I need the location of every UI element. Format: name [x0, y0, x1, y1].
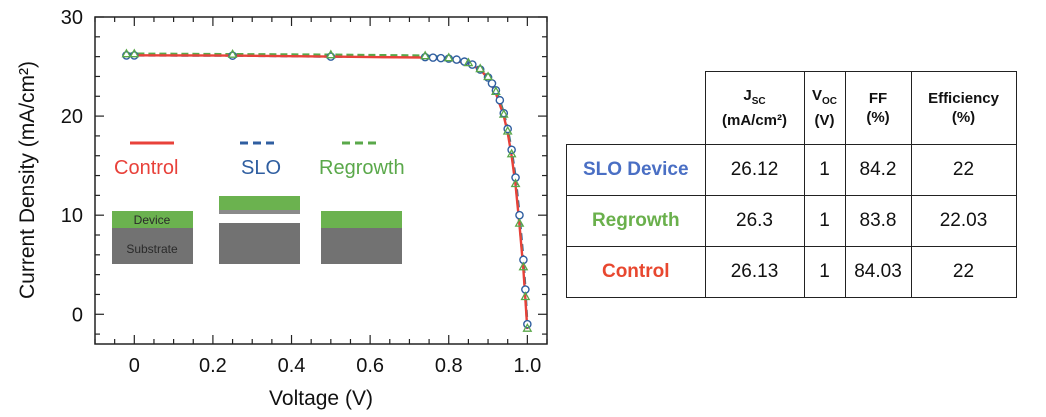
- x-axis-title: Voltage (V): [269, 387, 373, 410]
- x-tick-label: 0.6: [356, 355, 384, 377]
- table-row: Control 26.13 1 84.03 22: [566, 246, 1017, 298]
- data-point-regrowth: [520, 291, 531, 301]
- data-point-slo: [487, 79, 497, 88]
- data-point-regrowth: [502, 125, 513, 135]
- jv-chart: 0 0.2 0.4 0.6 0.8 1.0 0 10 20 30 Voltage (V) Curr…: [16, 7, 548, 410]
- cell-ff: 83.8: [844, 195, 912, 247]
- data-point-regrowth: [121, 48, 132, 58]
- series-layer: [121, 48, 533, 332]
- series-line-control: [134, 54, 529, 330]
- data-point-regrowth: [420, 50, 431, 60]
- cell-efficiency: 22: [910, 246, 1017, 298]
- regrowth-device-layer: [321, 211, 402, 228]
- series-line-regrowth: [126, 52, 529, 329]
- control-substrate-label: Substrate: [126, 242, 178, 256]
- header-jsc: JSC (mA/cm²): [704, 71, 805, 145]
- row-label-control: Control: [566, 246, 706, 298]
- data-point-regrowth: [510, 178, 521, 188]
- table-header-row: JSC (mA/cm²) VOC (V) FF (%) Efficiency (…: [566, 71, 1017, 145]
- axis-ticks: 0 0.2 0.4 0.6 0.8 1.0 0 10 20 30: [61, 7, 548, 377]
- data-point-regrowth: [443, 52, 454, 62]
- cell-voc: 1: [803, 195, 846, 247]
- header-ff-main: FF: [868, 90, 888, 107]
- header-voc-unit: (V): [814, 112, 835, 129]
- x-tick-label: 0: [129, 355, 140, 377]
- slo-substrate-layer: [219, 223, 300, 264]
- x-tick-label: 0.2: [199, 355, 227, 377]
- table-row: Regrowth 26.3 1 83.8 22.03: [566, 195, 1017, 247]
- y-tick-label: 10: [61, 205, 83, 227]
- cell-jsc: 26.12: [704, 144, 805, 196]
- data-point-regrowth: [483, 71, 493, 81]
- cell-voc: 1: [803, 144, 846, 196]
- table-corner-cell: [566, 71, 706, 145]
- data-point-slo: [428, 53, 438, 62]
- plot-frame: [94, 16, 548, 345]
- cell-ff: 84.2: [844, 144, 912, 196]
- table-row: SLO Device 26.12 1 84.2 22: [566, 144, 1017, 196]
- data-point-regrowth: [506, 148, 517, 158]
- legend-label-regrowth: Regrowth: [319, 157, 405, 179]
- slo-gap-layer: [219, 210, 300, 214]
- header-voc-main: V: [811, 87, 822, 104]
- data-point-slo: [495, 95, 505, 105]
- slo-device-layer: [219, 196, 300, 210]
- control-device-label: Device: [134, 213, 171, 227]
- cell-efficiency: 22.03: [910, 195, 1017, 247]
- cell-efficiency: 22: [910, 144, 1017, 196]
- cell-ff: 84.03: [844, 246, 912, 298]
- header-efficiency-unit: (%): [951, 109, 976, 126]
- row-label-slo: SLO Device: [566, 144, 706, 196]
- data-point-regrowth: [514, 217, 525, 227]
- data-point-slo: [511, 173, 520, 182]
- data-point-regrowth: [325, 49, 336, 59]
- control-substrate-layer: [112, 228, 193, 264]
- results-table: JSC (mA/cm²) VOC (V) FF (%) Efficiency (…: [566, 71, 1017, 298]
- data-point-regrowth: [490, 86, 501, 96]
- data-point-regrowth: [518, 261, 529, 271]
- regrowth-substrate-layer: [321, 228, 402, 264]
- series-line-slo: [126, 54, 529, 325]
- header-voc-sub: OC: [822, 96, 837, 107]
- header-ff: FF (%): [844, 71, 912, 145]
- header-jsc-main: J: [743, 87, 752, 104]
- cell-jsc: 26.13: [704, 246, 805, 298]
- header-efficiency-main: Efficiency: [928, 90, 999, 107]
- header-jsc-sub: SC: [751, 96, 766, 107]
- y-axis-title: Current Density (mA/cm²): [16, 61, 39, 299]
- device-schematics: Device Substrate: [112, 196, 402, 264]
- header-voc: VOC (V): [803, 71, 846, 145]
- header-jsc-unit: (mA/cm²): [721, 112, 787, 129]
- header-efficiency: Efficiency (%): [910, 71, 1017, 145]
- data-point-regrowth: [129, 48, 140, 58]
- x-tick-label: 1.0: [513, 355, 541, 377]
- data-point-regrowth: [475, 63, 486, 73]
- data-point-regrowth: [522, 323, 533, 332]
- x-tick-label: 0.4: [278, 355, 306, 377]
- legend-label-control: Control: [114, 157, 178, 179]
- cell-jsc: 26.3: [704, 195, 805, 247]
- legend-label-slo: SLO: [241, 157, 281, 179]
- data-point-slo: [515, 210, 524, 220]
- y-tick-label: 0: [72, 304, 83, 326]
- data-point-regrowth: [463, 57, 474, 67]
- data-point-regrowth: [227, 49, 238, 58]
- data-point-regrowth: [498, 108, 509, 118]
- cell-voc: 1: [803, 246, 846, 298]
- legend: Control SLO Regrowth: [114, 141, 405, 179]
- data-point-slo: [436, 53, 446, 63]
- row-label-regrowth: Regrowth: [566, 195, 706, 247]
- data-point-slo: [452, 55, 461, 64]
- control-device-layer: [112, 211, 193, 228]
- header-ff-unit: (%): [866, 109, 890, 126]
- y-tick-label: 20: [61, 106, 83, 128]
- y-tick-label: 30: [61, 7, 83, 29]
- x-tick-label: 0.8: [435, 355, 463, 377]
